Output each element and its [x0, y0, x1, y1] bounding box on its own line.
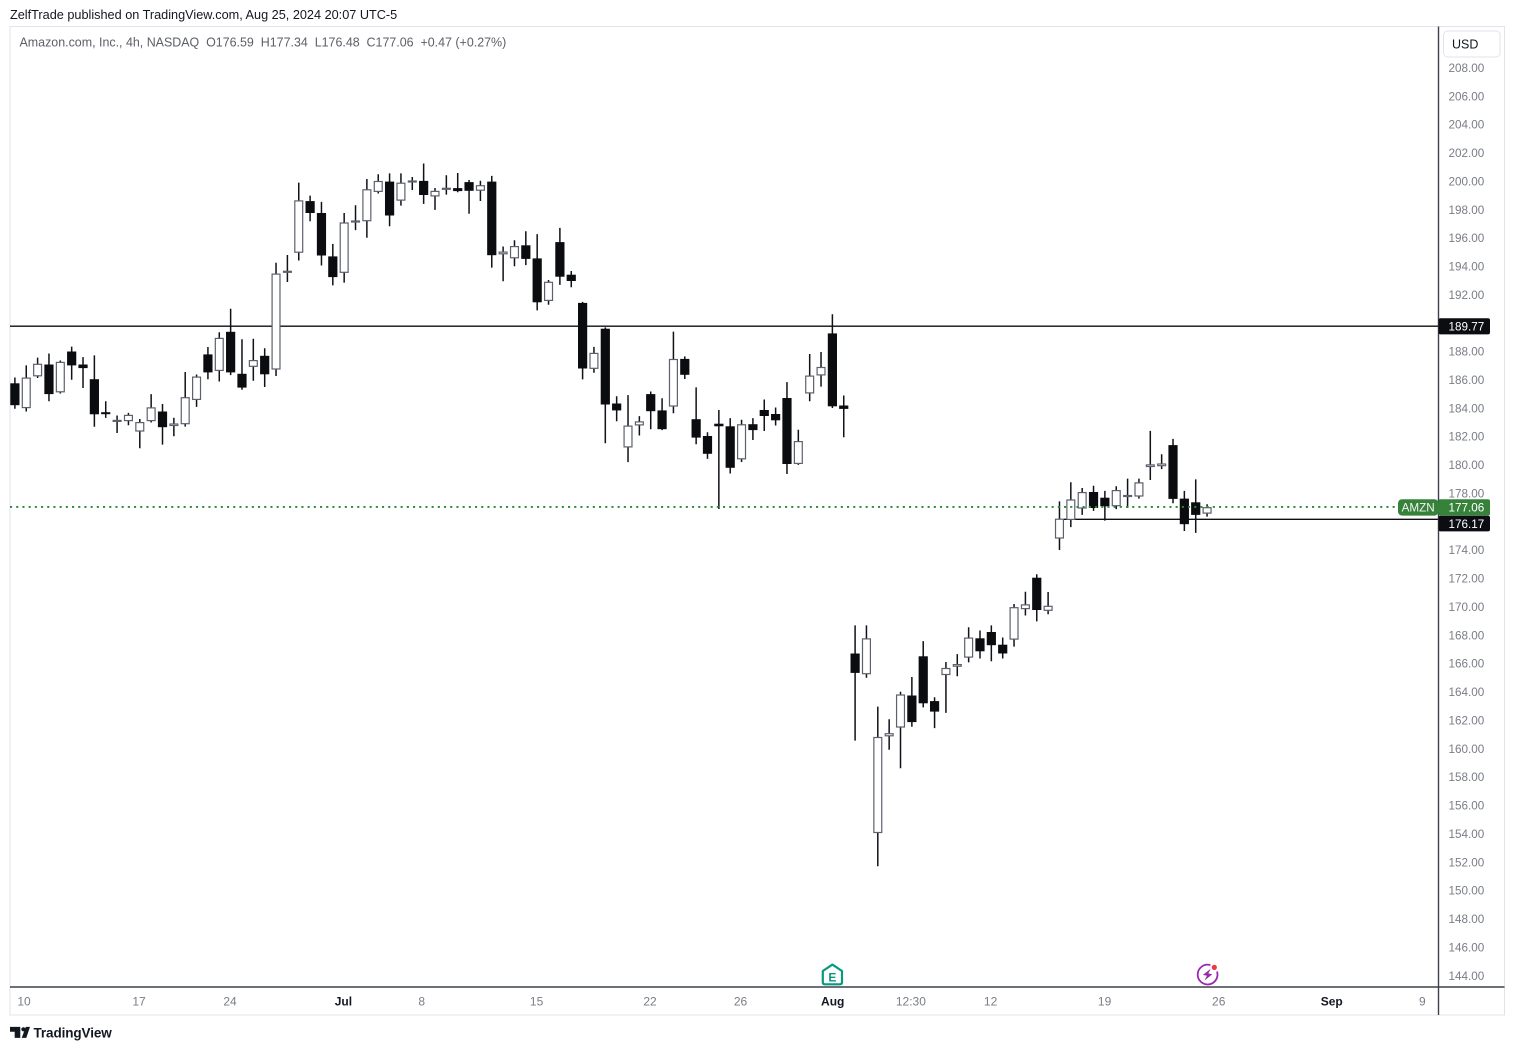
svg-text:206.00: 206.00: [1449, 90, 1485, 103]
svg-text:Aug: Aug: [821, 995, 844, 1009]
svg-text:186.00: 186.00: [1449, 374, 1485, 387]
svg-text:156.00: 156.00: [1449, 800, 1485, 813]
svg-text:194.00: 194.00: [1449, 261, 1485, 274]
svg-text:202.00: 202.00: [1449, 147, 1485, 160]
svg-text:152.00: 152.00: [1449, 856, 1485, 869]
svg-text:15: 15: [530, 995, 544, 1009]
svg-text:189.77: 189.77: [1449, 320, 1485, 333]
svg-text:176.17: 176.17: [1449, 518, 1485, 531]
svg-text:AMZN: AMZN: [1402, 502, 1435, 515]
svg-text:198.00: 198.00: [1449, 204, 1485, 217]
svg-text:Sep: Sep: [1321, 995, 1343, 1009]
svg-text:162.00: 162.00: [1449, 715, 1485, 728]
svg-text:8: 8: [418, 995, 425, 1009]
svg-text:E: E: [828, 970, 836, 984]
svg-text:184.00: 184.00: [1449, 402, 1485, 415]
svg-text:204.00: 204.00: [1449, 119, 1485, 132]
svg-text:196.00: 196.00: [1449, 232, 1485, 245]
svg-text:Amazon.com, Inc., 4h, NASDAQ: Amazon.com, Inc., 4h, NASDAQ O176.59 H17…: [20, 35, 507, 49]
svg-text:158.00: 158.00: [1449, 771, 1485, 784]
svg-text:182.00: 182.00: [1449, 431, 1485, 444]
svg-text:USD: USD: [1452, 37, 1478, 51]
svg-text:180.00: 180.00: [1449, 459, 1485, 472]
svg-text:177.06: 177.06: [1449, 502, 1485, 515]
svg-text:170.00: 170.00: [1449, 601, 1485, 614]
svg-text:144.00: 144.00: [1449, 970, 1485, 983]
svg-text:TradingView: TradingView: [34, 1025, 113, 1040]
svg-text:172.00: 172.00: [1449, 573, 1485, 586]
svg-text:12: 12: [984, 995, 998, 1009]
svg-text:26: 26: [1212, 995, 1226, 1009]
svg-text:178.00: 178.00: [1449, 488, 1485, 501]
svg-text:160.00: 160.00: [1449, 743, 1485, 756]
svg-text:12:30: 12:30: [896, 995, 926, 1009]
svg-text:200.00: 200.00: [1449, 175, 1485, 188]
svg-text:10: 10: [17, 995, 31, 1009]
svg-text:146.00: 146.00: [1449, 941, 1485, 954]
svg-text:174.00: 174.00: [1449, 544, 1485, 557]
svg-text:164.00: 164.00: [1449, 686, 1485, 699]
svg-text:22: 22: [643, 995, 657, 1009]
svg-text:26: 26: [734, 995, 748, 1009]
svg-text:188.00: 188.00: [1449, 346, 1485, 359]
svg-text:192.00: 192.00: [1449, 289, 1485, 302]
svg-text:166.00: 166.00: [1449, 658, 1485, 671]
svg-text:19: 19: [1098, 995, 1112, 1009]
svg-text:Jul: Jul: [335, 995, 352, 1009]
svg-text:154.00: 154.00: [1449, 828, 1485, 841]
svg-text:24: 24: [223, 995, 237, 1009]
svg-text:17: 17: [132, 995, 146, 1009]
svg-text:9: 9: [1419, 995, 1426, 1009]
svg-text:168.00: 168.00: [1449, 629, 1485, 642]
svg-text:208.00: 208.00: [1449, 62, 1485, 75]
svg-text:148.00: 148.00: [1449, 913, 1485, 926]
svg-text:ZelfTrade published on Trading: ZelfTrade published on TradingView.com, …: [10, 8, 397, 22]
svg-text:150.00: 150.00: [1449, 885, 1485, 898]
